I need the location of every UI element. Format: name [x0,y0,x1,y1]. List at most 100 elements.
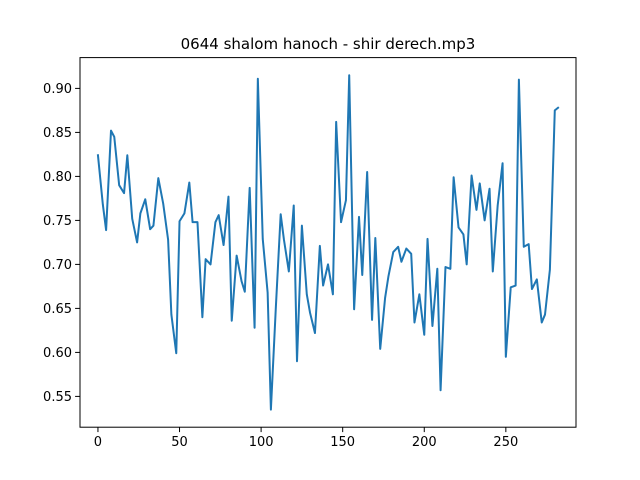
data-point [418,293,420,295]
data-point [413,321,416,324]
data-point [457,226,460,229]
x-tick-label: 250 [493,435,518,450]
data-point [167,239,169,241]
y-tick-label: 0.85 [43,126,72,141]
data-point [358,216,360,218]
data-point [262,238,264,240]
data-point [253,327,256,329]
data-point [423,334,425,336]
data-point [332,293,334,295]
data-point [379,348,381,350]
data-point [301,225,303,227]
data-point [196,221,199,223]
data-point [466,263,468,265]
y-tick-label: 0.75 [43,214,72,229]
data-point [218,214,220,216]
data-point [162,203,164,205]
data-point [453,176,455,178]
data-point [431,325,434,327]
data-point [475,209,478,211]
data-point [131,218,133,220]
data-point [515,284,517,287]
data-point [170,313,172,316]
data-point [267,291,269,294]
x-tick-label: 0 [94,435,102,450]
y-tick-label: 0.80 [43,170,72,185]
y-tick-label: 0.55 [43,390,72,405]
data-point [488,188,491,190]
data-point [462,233,465,236]
data-point [227,196,230,198]
data-point [449,268,451,270]
y-tick-label: 0.60 [43,346,72,361]
data-point [144,198,146,200]
data-point [126,154,128,156]
data-point [280,213,282,215]
data-point [110,130,112,132]
data-point [136,241,138,243]
chart-title: 0644 shalom hanoch - shir derech.mp3 [181,35,476,53]
data-point [306,293,308,295]
data-point [113,136,115,138]
data-point [183,212,186,214]
data-point [410,253,412,255]
data-point [249,187,251,189]
data-point [510,286,512,288]
data-point [327,263,329,265]
data-point [501,162,504,164]
data-point [544,313,546,316]
data-point [214,221,217,223]
data-point [484,219,486,221]
data-point [335,121,337,123]
data-point [236,255,238,257]
data-point [283,239,285,241]
data-point [309,312,311,314]
data-point [314,332,316,334]
data-point [231,320,233,322]
axes-frame [79,57,577,428]
data-point [436,268,438,270]
data-point [439,389,442,391]
data-point [497,204,499,207]
data-point [178,220,181,222]
data-point [405,247,407,250]
data-point [557,107,559,109]
data-point [257,78,259,80]
x-tick-label: 150 [330,435,355,450]
data-point [479,182,481,185]
data-point [118,184,120,186]
data-point [102,203,104,206]
data-point [353,308,355,310]
y-tick-label: 0.65 [43,302,72,317]
data-point [97,154,99,156]
data-point [123,192,125,194]
data-point [554,109,556,111]
data-point [549,269,551,271]
data-point [536,278,538,280]
data-point [296,360,298,362]
x-tick-label: 100 [249,435,274,450]
data-point [149,228,151,230]
data-point [492,270,494,273]
data-point [191,221,194,223]
data-point [541,321,543,324]
data-point [392,251,394,253]
data-point [397,246,399,248]
data-point [444,266,447,268]
data-point [528,243,530,245]
data-point [152,225,155,227]
y-tick-label: 0.90 [43,82,72,97]
data-point [244,291,246,293]
data-point [209,263,212,265]
data-point [470,174,473,177]
data-point [319,245,321,247]
data-point [340,221,342,223]
data-point [201,316,203,318]
data-point [205,258,207,260]
data-point [374,237,376,239]
data-point [157,177,159,179]
data-point [518,79,520,81]
data-point [387,276,389,278]
x-tick-label: 200 [412,435,437,450]
